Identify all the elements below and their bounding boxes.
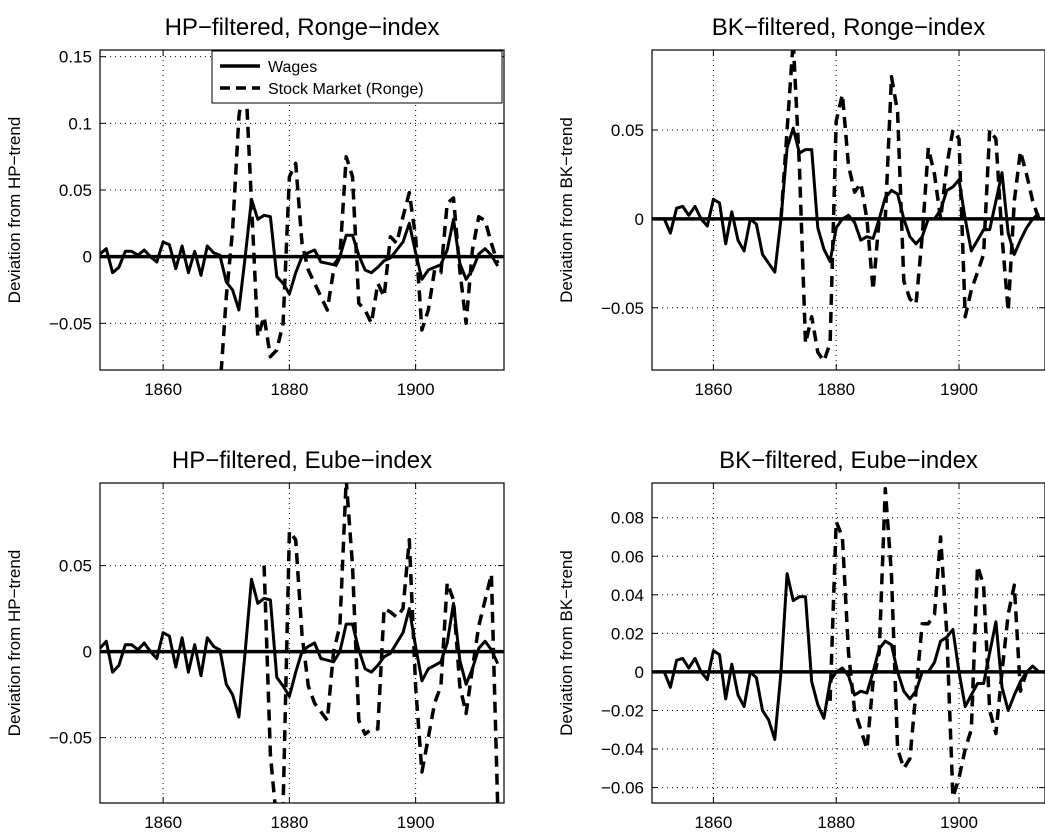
y-tick-label: 0: [635, 210, 644, 229]
x-tick-label: 1860: [144, 813, 182, 832]
legend: Wages Stock Market (Ronge): [211, 50, 503, 104]
subplot-hp-ronge: 1860 1880 1900 −0.05 0 0.05 0.1 0.15 HP−filtered…: [5, 14, 505, 399]
subplot-bk-ronge: 1860 1880 1900 −0.05 0 0.05 BK−filtered, Ronge…: [557, 14, 1045, 399]
y-axis-label: Deviation from BK−trend: [557, 550, 576, 736]
series-line: [219, 68, 500, 370]
y-tick-label: 0.06: [611, 547, 644, 566]
x-tick-label: 1900: [940, 380, 978, 399]
plot-area: [100, 483, 504, 803]
x-tick-label: 1860: [694, 380, 732, 399]
y-tick-label: 0.05: [59, 557, 92, 576]
y-tick-label: 0.05: [611, 121, 644, 140]
y-tick-label: 0.05: [59, 181, 92, 200]
y-axis-label: Deviation from BK−trend: [557, 117, 576, 303]
x-tick-label: 1900: [940, 813, 978, 832]
series-line: [779, 50, 1041, 363]
axes-area: [652, 50, 1045, 370]
axes-frame: [651, 482, 1045, 804]
x-tick-label: 1880: [817, 380, 855, 399]
y-tick-label: −0.05: [49, 314, 92, 333]
y-tick-label: −0.06: [601, 779, 644, 798]
x-tick-label: 1900: [397, 813, 435, 832]
y-tick-label: 0: [83, 248, 92, 267]
y-tick-label: 0.02: [611, 624, 644, 643]
series-line: [662, 126, 1040, 274]
subplot-title: BK−filtered, Ronge−index: [712, 14, 986, 41]
subplot-title: HP−filtered, Eube−index: [172, 447, 432, 474]
y-axis-label: Deviation from HP−trend: [5, 550, 24, 737]
plot-area: [652, 50, 1045, 363]
subplot-bk-eube: 1860 1880 1900 −0.06 −0.04 −0.02 0 0.02 0.04 0.06…: [557, 447, 1045, 832]
x-tick-label: 1860: [694, 813, 732, 832]
y-tick-label: −0.05: [601, 299, 644, 318]
series-line: [262, 483, 500, 803]
y-tick-label: 0.15: [59, 48, 92, 67]
axes-frame: [99, 49, 505, 371]
x-tick-label: 1880: [817, 813, 855, 832]
y-tick-label: −0.04: [601, 740, 644, 759]
y-tick-label: 0: [83, 643, 92, 662]
axes-frame: [651, 49, 1045, 371]
y-tick-label: 0.08: [611, 509, 644, 528]
legend-label: Wages: [268, 59, 317, 76]
series-line: [100, 197, 499, 312]
y-tick-label: 0.04: [611, 586, 644, 605]
y-axis-label: Deviation from HP−trend: [5, 117, 24, 304]
series-line: [100, 577, 500, 719]
y-tick-label: 0.1: [68, 114, 92, 133]
x-tick-label: 1900: [397, 380, 435, 399]
x-tick-label: 1880: [270, 380, 308, 399]
legend-label: Stock Market (Ronge): [268, 81, 424, 98]
legend-box: [211, 50, 503, 104]
axes-area: [652, 483, 1045, 803]
y-tick-label: −0.05: [49, 729, 92, 748]
plot-area: [100, 68, 504, 370]
axes-frame: [99, 482, 505, 804]
subplot-hp-eube: 1860 1880 1900 −0.05 0 0.05 HP−filtered, Eube−…: [5, 447, 505, 832]
plot-area: [652, 487, 1045, 799]
x-tick-label: 1860: [144, 380, 182, 399]
y-tick-label: −0.02: [601, 701, 644, 720]
axes-area: [100, 483, 504, 803]
subplot-title: HP−filtered, Ronge−index: [165, 14, 440, 41]
x-tick-label: 1880: [270, 813, 308, 832]
subplot-title: BK−filtered, Eube−index: [719, 447, 978, 474]
series-line: [828, 487, 1029, 799]
y-tick-label: 0: [635, 663, 644, 682]
